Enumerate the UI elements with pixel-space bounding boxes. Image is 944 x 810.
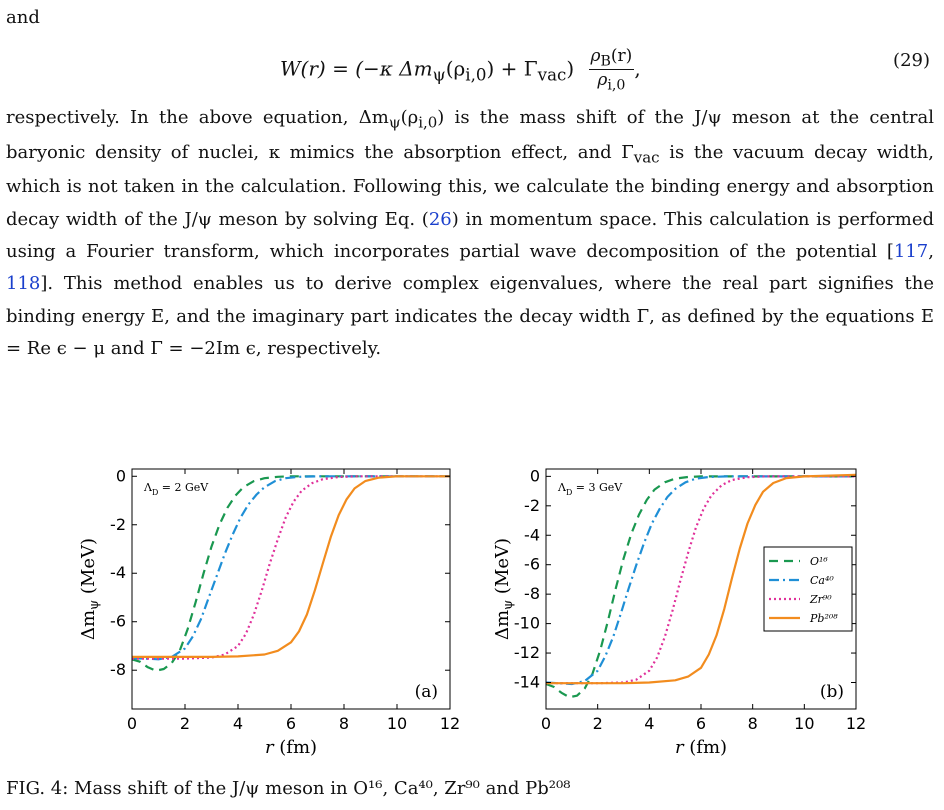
lambda-annotation-base: Λ	[143, 481, 153, 494]
figure-panels: 0 2 4 6 8 10 12 0 -2 -4 -6 -8 r (fm) Δmψ (MeV) ΛD = 2 …	[0, 455, 944, 775]
x-axis-label-unit: (fm)	[684, 737, 728, 758]
x-tick-label: 0	[541, 714, 551, 733]
y-tick-label: -14	[514, 672, 540, 691]
y-tick-label: -6	[524, 555, 540, 574]
y-tick-label: -4	[110, 563, 126, 582]
y-tick-label: -12	[514, 643, 540, 662]
x-tick-label: 10	[794, 714, 814, 733]
plot-frame	[131, 468, 451, 710]
x-tick-label: 6	[286, 714, 296, 733]
x-tick-label: 0	[127, 714, 137, 733]
eq-mid-sub: i,0	[465, 65, 487, 85]
ref-117[interactable]: 117	[893, 240, 929, 262]
x-tick-label: 10	[387, 714, 407, 733]
chart-panel-a: 0 2 4 6 8 10 12 0 -2 -4 -6 -8 r (fm) Δmψ (MeV) ΛD = 2 …	[78, 466, 460, 758]
y-axis-label: Δmψ (MeV)	[492, 538, 516, 640]
y-tick-label: -2	[110, 515, 126, 534]
y-tick-label: -10	[514, 614, 540, 633]
y-axis-label-group: Δmψ (MeV)	[492, 538, 516, 640]
y-axis-label-base: Δm	[492, 610, 513, 640]
ref-eq-26[interactable]: 26	[428, 208, 452, 230]
eq-frac-num: ρ	[590, 46, 601, 66]
para-sub-vac: vac	[633, 148, 660, 167]
y-tick-label: 0	[530, 466, 540, 485]
legend: O¹⁶ Ca⁴⁰ Zr⁹⁰ Pb²⁰⁸	[763, 546, 853, 632]
y-axis-label-rest: (MeV)	[492, 538, 513, 600]
eq-close: )	[566, 56, 575, 81]
eq-frac-num-tail: (r)	[610, 46, 633, 66]
intro-text: and	[6, 7, 40, 28]
legend-label-0: O¹⁶	[810, 555, 828, 568]
series-line-1	[546, 475, 856, 686]
lambda-annotation-sub: D	[566, 488, 572, 497]
y-tick-label: -2	[524, 496, 540, 515]
lambda-annotation-base: Λ	[557, 481, 567, 494]
lambda-annotation-rest: = 3 GeV	[572, 481, 623, 494]
eq-frac-num-sub: B	[600, 53, 611, 70]
y-axis-label-sub: ψ	[87, 600, 102, 610]
x-axis-label-unit: (fm)	[274, 737, 318, 758]
chart-panel-b: 0 2 4 6 8 10 12 0 -2 -4 -6 -8 -10 -12 -14 r (fm) Δmψ (Me…	[492, 466, 866, 758]
y-tick-label: -4	[524, 525, 540, 544]
series-line-2	[132, 475, 450, 660]
x-tick-label: 12	[846, 714, 866, 733]
lambda-annotation: ΛD = 3 GeV	[557, 481, 623, 497]
x-tick-label: 4	[233, 714, 243, 733]
x-axis-label: r (fm)	[675, 737, 727, 758]
eq-rest: ) + Γ	[486, 56, 538, 81]
eq-mid: (ρ	[445, 56, 466, 81]
equation-29: W(r) = (−κ Δmψ(ρi,0) + Γvac) ρB(r) ρi,0 …	[0, 40, 944, 94]
figure-caption: FIG. 4: Mass shift of the J/ψ meson in O…	[6, 778, 571, 799]
legend-label-1: Ca⁴⁰	[810, 574, 834, 587]
x-axis-label-var: r	[675, 737, 685, 758]
body-paragraph: respectively. In the above equation, Δmψ…	[6, 107, 935, 360]
eq-lhs-sub: ψ	[432, 65, 446, 85]
x-tick-label: 2	[180, 714, 190, 733]
eq-tail: ,	[634, 56, 641, 81]
lambda-annotation: ΛD = 2 GeV	[143, 481, 209, 497]
series-line-2	[546, 475, 856, 685]
series-line-3	[132, 475, 450, 658]
para-sub-psi: ψ	[388, 113, 401, 132]
y-axis-label-group: Δmψ (MeV)	[78, 538, 102, 640]
series-line-3	[546, 473, 856, 685]
eq-rest-sub: vac	[537, 65, 567, 85]
legend-label-3: Pb²⁰⁸	[809, 612, 838, 625]
y-axis-label-rest: (MeV)	[78, 538, 99, 600]
x-tick-label: 8	[748, 714, 758, 733]
x-tick-label: 4	[644, 714, 654, 733]
eq-fraction: ρB(r) ρi,0	[588, 46, 635, 94]
panel-label: (a)	[415, 682, 438, 702]
para-sub-i0: i,0	[418, 113, 438, 132]
x-tick-label: 8	[339, 714, 349, 733]
y-axis-label-base: Δm	[78, 610, 99, 640]
y-tick-label: -8	[524, 584, 540, 603]
legend-label-2: Zr⁹⁰	[809, 593, 832, 606]
x-tick-label: 12	[440, 714, 460, 733]
panel-label: (b)	[820, 682, 844, 702]
series-line-1	[132, 475, 450, 661]
y-axis-label-sub: ψ	[501, 600, 516, 610]
series-line-0	[546, 475, 856, 699]
x-tick-label: 2	[593, 714, 603, 733]
y-tick-label: 0	[116, 466, 126, 485]
lambda-annotation-sub: D	[152, 488, 158, 497]
x-axis-label-var: r	[265, 737, 275, 758]
eq-frac-den: ρ	[597, 70, 608, 91]
lambda-annotation-rest: = 2 GeV	[158, 481, 209, 494]
ref-118[interactable]: 118	[6, 273, 41, 295]
eq-frac-den-sub: i,0	[607, 77, 626, 94]
equation-number: (29)	[893, 50, 930, 71]
y-tick-label: -8	[110, 660, 126, 679]
series-line-0	[132, 475, 450, 672]
x-axis-label: r (fm)	[265, 737, 317, 758]
eq-lhs: W(r) = (−κ Δm	[280, 56, 433, 81]
y-axis-label: Δmψ (MeV)	[78, 538, 102, 640]
x-tick-label: 6	[696, 714, 706, 733]
figure-svg: 0 2 4 6 8 10 120-2-4-6-8r (fm)Δmψ (MeV)ΛD = 2 …	[78, 466, 866, 758]
y-tick-label: -6	[110, 612, 126, 631]
